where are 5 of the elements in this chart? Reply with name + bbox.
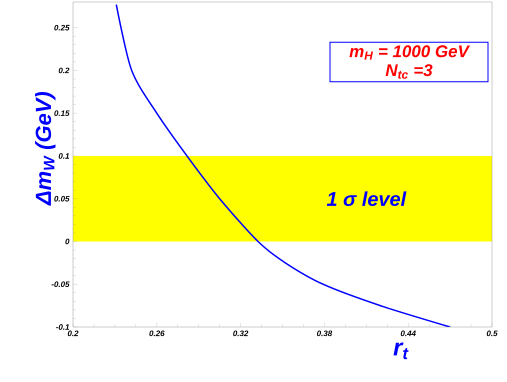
x-axis-title: r$_{t}$: [394, 342, 409, 360]
annotation: N$_{tc}$ =3: [386, 64, 432, 79]
band-label: 1 σ level: [326, 191, 406, 206]
annotation: m$_{H}$ = 1000 GeV: [349, 45, 470, 60]
y-axis-title: Δm$_{W}$ (GeV): [35, 92, 56, 206]
